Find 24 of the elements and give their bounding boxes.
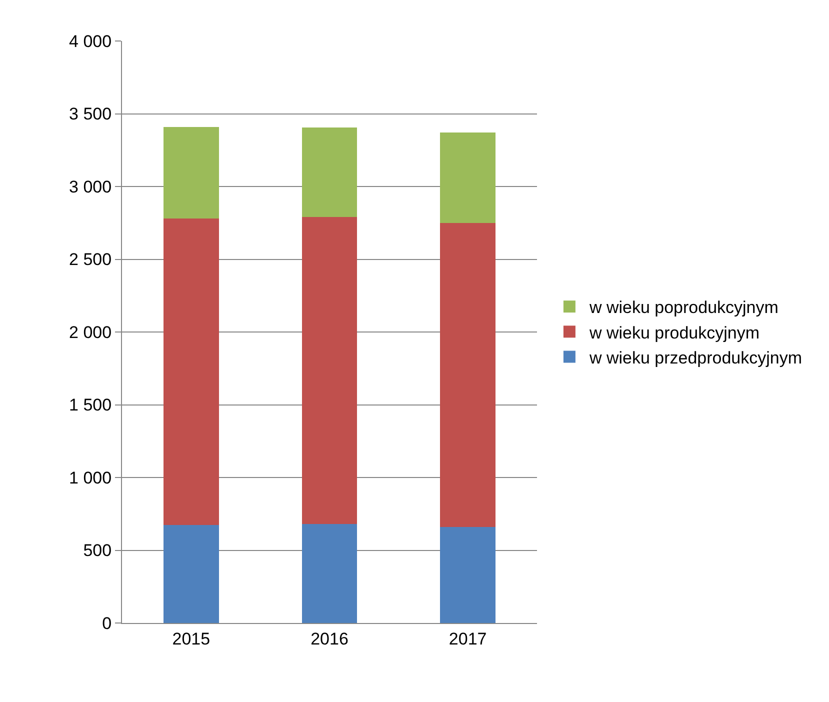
x-tick-label: 2015 (172, 629, 210, 648)
y-tick-label: 0 (102, 614, 112, 633)
y-tick-label: 3 500 (69, 104, 112, 124)
bar (440, 132, 496, 223)
bar (302, 128, 358, 218)
y-tick-label: 1 500 (69, 396, 112, 415)
bar (302, 217, 358, 524)
y-tick-label: 4 000 (69, 32, 112, 51)
x-tick-label: 2016 (310, 629, 348, 648)
bar (164, 126, 219, 219)
bar (440, 526, 496, 623)
x-tick-label: 2017 (448, 629, 487, 648)
bar (164, 218, 219, 525)
legend-label: w wieku poprodukcyjnym (588, 298, 778, 318)
legend-label: w wieku produkcyjnym (588, 323, 760, 342)
legend-label: w wieku przedprodukcyjnym (588, 348, 802, 368)
bar (440, 222, 496, 527)
bar (302, 524, 358, 623)
y-tick-label: 500 (83, 541, 112, 560)
bar (164, 524, 219, 623)
y-tick-label: 1 000 (69, 468, 112, 488)
y-tick-label: 3 000 (69, 177, 112, 196)
y-tick-label: 2 500 (69, 250, 112, 270)
y-tick-label: 2 000 (69, 322, 112, 342)
